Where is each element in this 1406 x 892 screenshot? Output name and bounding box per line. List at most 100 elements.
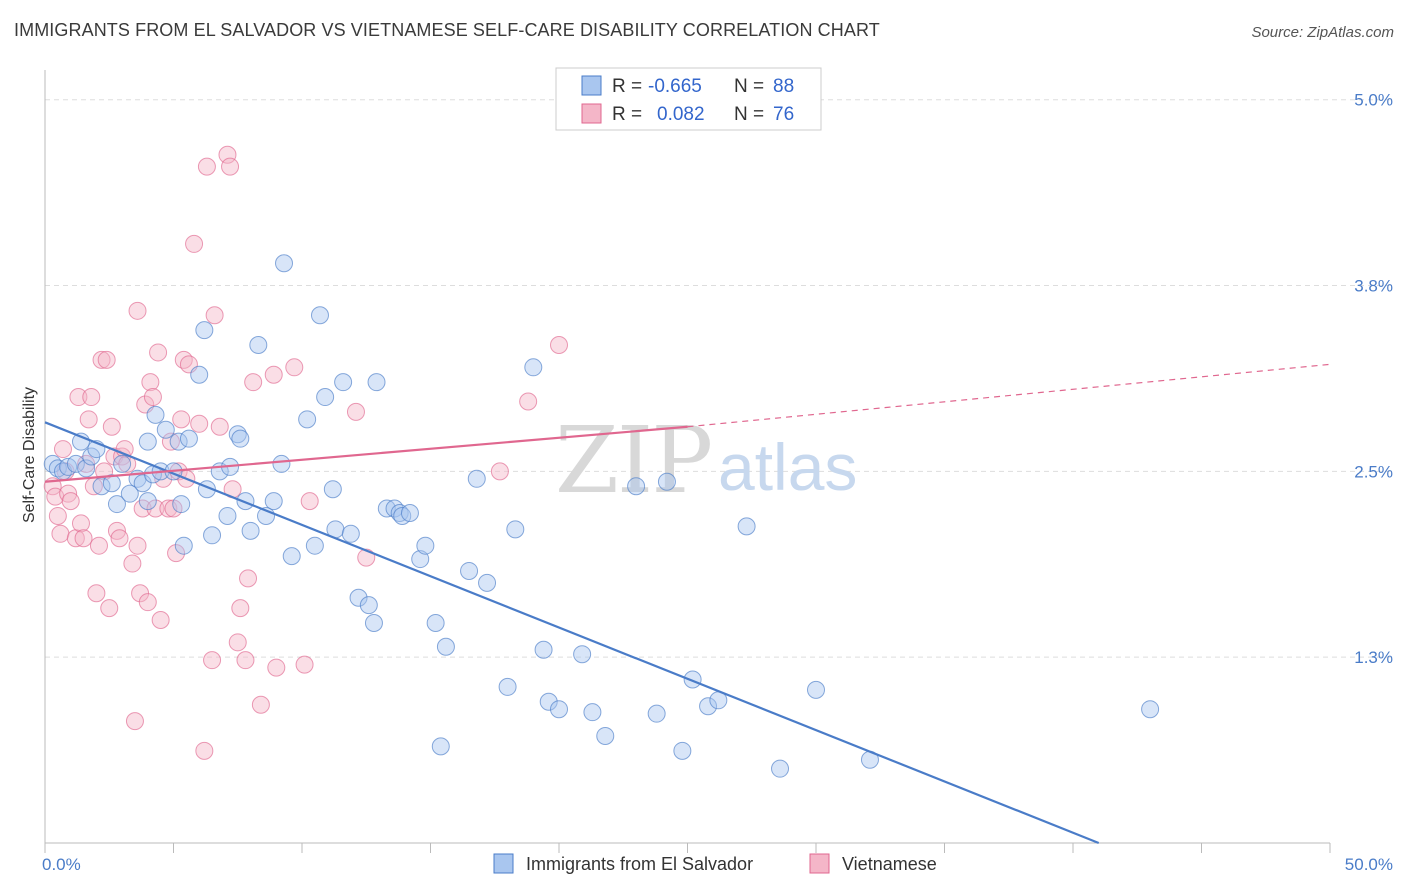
point-pink-25 xyxy=(110,529,129,548)
trend-line-dashed-pink xyxy=(687,363,1331,428)
point-blue-78 xyxy=(627,477,646,496)
trend-lines xyxy=(44,363,1331,845)
point-blue-79 xyxy=(647,704,666,723)
point-blue-58 xyxy=(390,503,409,522)
point-blue-55 xyxy=(367,373,386,392)
bottom-legend-label-1: Immigrants from El Salvador xyxy=(526,854,753,874)
point-pink-36 xyxy=(138,593,157,612)
point-blue-67 xyxy=(467,469,486,488)
point-blue-69 xyxy=(498,677,517,696)
point-pink-38 xyxy=(143,388,162,407)
point-blue-65 xyxy=(436,637,455,656)
point-blue-30 xyxy=(203,526,222,545)
point-pink-22 xyxy=(102,417,121,436)
point-pink-55 xyxy=(197,157,216,176)
bottom-legend-label-2: Vietnamese xyxy=(842,854,937,874)
trend-line-blue xyxy=(44,421,1100,845)
point-blue-27 xyxy=(190,365,209,384)
point-pink-10 xyxy=(71,514,90,533)
y-tick-label-3: 5.0% xyxy=(1354,91,1393,110)
source-credit: Source: ZipAtlas.com xyxy=(1251,24,1394,41)
point-blue-18 xyxy=(138,432,157,451)
bottom-legend: Immigrants from El Salvador Vietnamese xyxy=(493,853,937,874)
point-blue-15 xyxy=(133,474,152,493)
legend-swatch-blue xyxy=(581,75,602,96)
y-tick-label-0: 1.3% xyxy=(1354,648,1393,667)
point-blue-68 xyxy=(478,573,497,592)
legend-n-label-2: N = xyxy=(734,104,764,125)
point-blue-10 xyxy=(102,474,121,493)
legend-r-label-2: R = xyxy=(612,104,642,125)
legend-swatch-pink xyxy=(581,103,602,124)
point-blue-47 xyxy=(316,388,335,407)
point-blue-23 xyxy=(169,432,188,451)
point-pink-67 xyxy=(251,695,270,714)
point-pink-65 xyxy=(239,569,258,588)
point-pink-68 xyxy=(264,365,283,384)
watermark-atlas: atlas xyxy=(718,430,857,504)
point-pink-59 xyxy=(218,145,237,164)
point-blue-16 xyxy=(138,492,157,511)
point-blue-41 xyxy=(272,454,291,473)
point-blue-50 xyxy=(334,373,353,392)
bottom-legend-swatch-blue xyxy=(493,853,514,874)
point-pink-13 xyxy=(79,410,98,429)
bottom-legend-swatch-pink xyxy=(809,853,830,874)
point-blue-28 xyxy=(195,321,214,340)
point-blue-43 xyxy=(282,547,301,566)
point-blue-53 xyxy=(359,596,378,615)
point-pink-31 xyxy=(128,536,147,555)
point-blue-85 xyxy=(737,517,756,536)
legend-r-label-1: R = xyxy=(612,76,642,97)
chart-title: IMMIGRANTS FROM EL SALVADOR VS VIETNAMES… xyxy=(14,20,880,40)
point-blue-21 xyxy=(156,420,175,439)
point-pink-58 xyxy=(210,417,229,436)
point-pink-44 xyxy=(161,432,180,451)
point-blue-60 xyxy=(400,503,419,522)
legend-n-value-2: 76 xyxy=(773,104,794,125)
point-pink-21 xyxy=(100,599,119,618)
point-pink-56 xyxy=(203,651,222,670)
point-blue-24 xyxy=(172,495,191,514)
point-pink-72 xyxy=(300,492,319,511)
point-blue-26 xyxy=(179,429,198,448)
point-pink-9 xyxy=(69,388,88,407)
point-blue-81 xyxy=(673,741,692,760)
point-pink-64 xyxy=(236,651,255,670)
x-tick-label-1: 50.0% xyxy=(1345,855,1393,874)
point-pink-14 xyxy=(82,388,101,407)
point-blue-52 xyxy=(349,588,368,607)
point-blue-89 xyxy=(1141,700,1160,719)
point-pink-54 xyxy=(195,741,214,760)
x-tick-label-0: 0.0% xyxy=(42,855,81,874)
point-pink-46 xyxy=(167,544,186,563)
point-pink-20 xyxy=(97,350,116,369)
point-pink-53 xyxy=(190,414,209,433)
point-blue-13 xyxy=(120,484,139,503)
point-blue-51 xyxy=(341,524,360,543)
series-vietnamese-points xyxy=(43,145,568,760)
point-blue-62 xyxy=(416,536,435,555)
point-blue-45 xyxy=(305,536,324,555)
point-blue-25 xyxy=(174,536,193,555)
point-pink-62 xyxy=(228,633,247,652)
legend: R = -0.665 N = 88 R = 0.082 N = 76 xyxy=(555,67,822,131)
point-blue-75 xyxy=(573,645,592,664)
point-blue-83 xyxy=(699,697,718,716)
point-blue-73 xyxy=(539,692,558,711)
y-tick-label-1: 2.5% xyxy=(1354,462,1393,481)
point-pink-73 xyxy=(346,402,365,421)
y-axis-label: Self-Care Disability xyxy=(21,387,38,523)
point-blue-80 xyxy=(657,472,676,491)
point-blue-11 xyxy=(107,495,126,514)
point-pink-40 xyxy=(149,343,168,362)
point-blue-37 xyxy=(241,521,260,540)
watermark-zip: ZIP xyxy=(555,407,711,514)
point-pink-18 xyxy=(92,350,111,369)
point-blue-44 xyxy=(298,410,317,429)
point-pink-48 xyxy=(172,410,191,429)
point-blue-74 xyxy=(550,700,568,719)
point-pink-70 xyxy=(285,358,304,377)
point-blue-32 xyxy=(218,506,237,525)
